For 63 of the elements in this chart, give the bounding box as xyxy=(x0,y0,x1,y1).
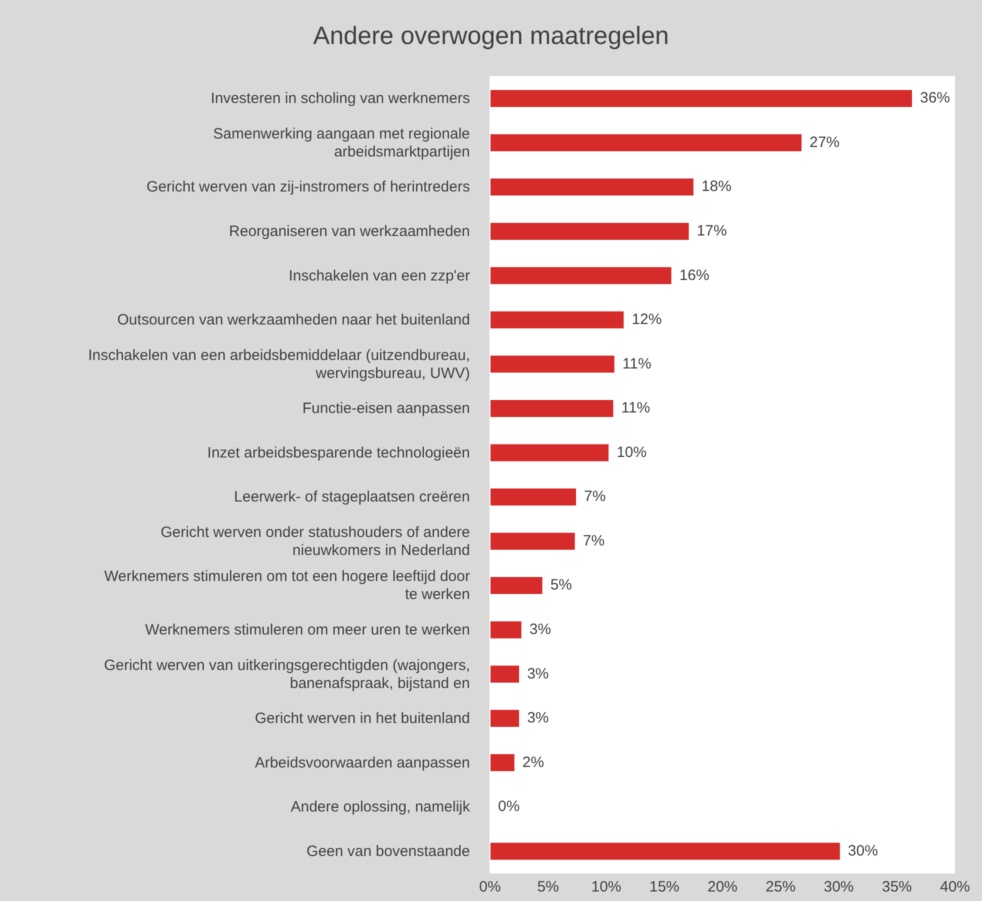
bar xyxy=(490,311,624,328)
y-tick-label: Inzet arbeidsbesparende technologieën xyxy=(207,444,470,461)
x-tick-label: 10% xyxy=(591,878,622,896)
y-tick-label: Gericht werven onder statushouders of andere nieuwkomers in Nederland xyxy=(160,523,470,558)
y-tick-label: Inschakelen van een arbeidsbemiddelaar (uitzendbureau, wervingsbureau, UWV) xyxy=(88,346,470,382)
bar xyxy=(490,178,694,196)
bar xyxy=(490,621,522,638)
data-label: 12% xyxy=(632,311,662,328)
bar xyxy=(490,356,614,373)
data-label: 0% xyxy=(498,798,520,816)
data-label: 3% xyxy=(527,665,549,682)
data-label: 3% xyxy=(527,710,549,727)
data-label: 2% xyxy=(522,754,544,771)
bar xyxy=(490,444,609,462)
bar xyxy=(490,222,689,240)
x-tick-label: 20% xyxy=(707,878,738,896)
bar xyxy=(490,710,520,727)
y-tick-label: Samenwerking aangaan met regionale arbeidsmarktpartijen xyxy=(213,124,470,160)
bar xyxy=(490,532,575,550)
x-tick-label: 25% xyxy=(766,878,796,896)
x-tick-label: 35% xyxy=(882,878,912,896)
y-tick-label: Reorganiseren van werkzaamheden xyxy=(229,222,470,240)
data-label: 16% xyxy=(679,266,710,284)
data-label: 10% xyxy=(616,444,647,461)
bar xyxy=(490,488,576,506)
y-tick-label: Werknemers stimuleren om tot een hogere leeftijd door te werken xyxy=(104,568,470,603)
data-label: 30% xyxy=(848,842,878,860)
bar xyxy=(490,577,542,594)
y-tick-label: Leerwerk- of stageplaatsen creëren xyxy=(234,488,470,506)
x-tick-label: 40% xyxy=(940,878,970,896)
data-label: 11% xyxy=(621,400,650,417)
y-tick-label: Investeren in scholing van werknemers xyxy=(210,90,470,107)
x-tick-label: 0% xyxy=(479,878,501,896)
y-tick-label: Andere oplossing, namelijk xyxy=(290,798,470,816)
data-label: 11% xyxy=(622,355,652,372)
y-tick-label: Inschakelen van een zzp'er xyxy=(288,266,470,284)
data-label: 7% xyxy=(584,488,606,506)
data-label: 27% xyxy=(810,134,840,151)
bar xyxy=(490,267,672,284)
data-label: 7% xyxy=(582,532,605,550)
data-label: 18% xyxy=(701,178,732,196)
bar xyxy=(490,666,520,683)
bar xyxy=(490,754,514,772)
y-tick-label: Outsourcen van werkzaamheden naar het buitenland xyxy=(117,311,470,328)
y-tick-label: Functie-eisen aanpassen xyxy=(302,400,470,417)
bar xyxy=(490,134,802,152)
data-label: 17% xyxy=(696,222,727,240)
y-tick-label: Arbeidsvoorwaarden aanpassen xyxy=(254,754,470,771)
x-tick-label: 5% xyxy=(537,878,559,896)
y-tick-label: Gericht werven van zij-instromers of herintreders xyxy=(146,178,470,196)
bar xyxy=(490,842,840,860)
x-tick-label: 15% xyxy=(649,878,680,896)
y-tick-label: Werknemers stimuleren om meer uren te werken xyxy=(145,620,470,638)
bar xyxy=(490,400,614,417)
chart-title: Andere overwogen maatregelen xyxy=(312,22,670,51)
data-label: 3% xyxy=(529,620,552,638)
data-label: 5% xyxy=(550,576,572,594)
y-tick-label: Gericht werven in het buitenland xyxy=(254,710,470,727)
y-tick-label: Geen van bovenstaande xyxy=(306,842,470,860)
y-tick-label: Gericht werven van uitkeringsgerechtigden (wajongers, banenafspraak, bijstand en xyxy=(104,656,470,692)
x-tick-label: 30% xyxy=(824,878,854,896)
data-label: 36% xyxy=(920,90,950,107)
bar xyxy=(490,90,912,107)
